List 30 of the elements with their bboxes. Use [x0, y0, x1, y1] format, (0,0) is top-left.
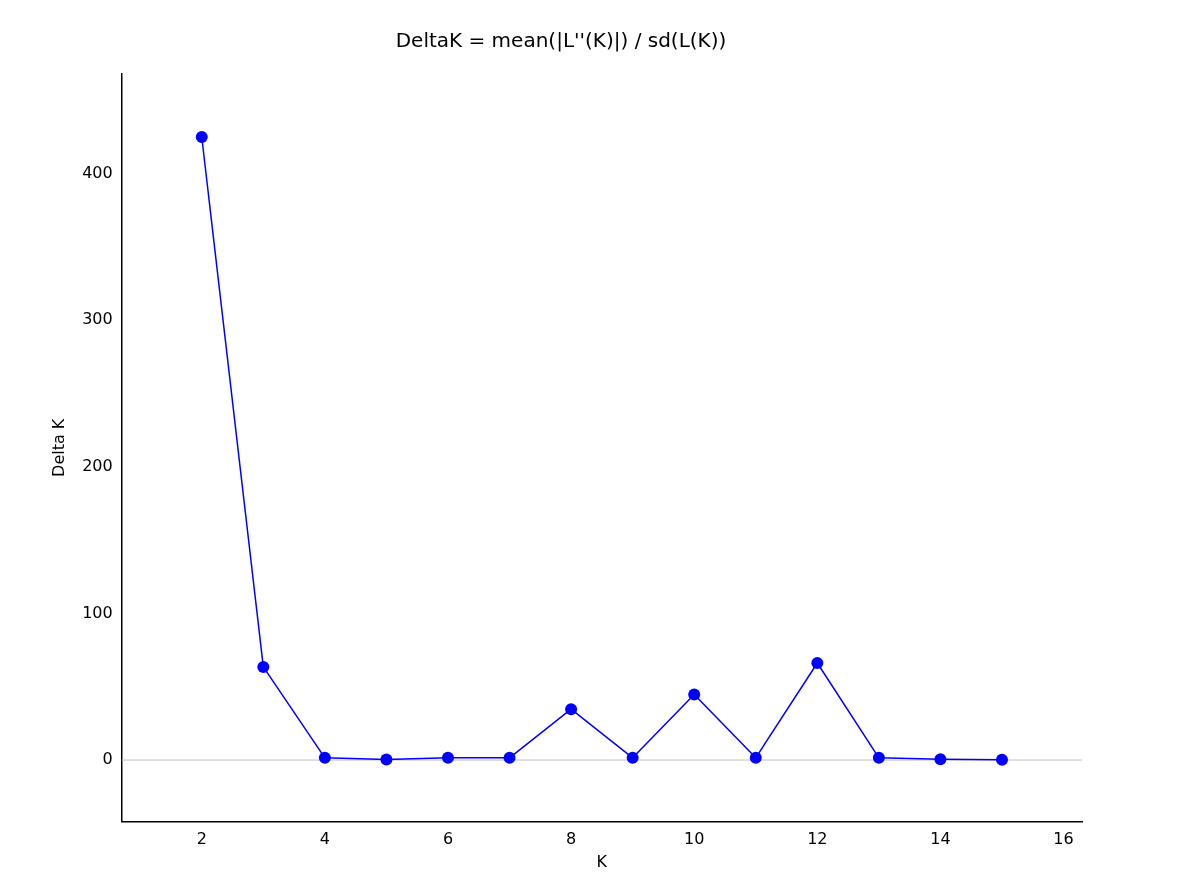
- x-tick-label: 6: [442, 829, 454, 849]
- point: [811, 656, 824, 669]
- point: [565, 703, 578, 716]
- point: [626, 751, 639, 764]
- point: [257, 660, 270, 673]
- y-tick-label: 200: [82, 456, 113, 476]
- point: [380, 753, 393, 766]
- x-tick-label: 10: [684, 829, 705, 849]
- x-tick-label: 14: [930, 829, 951, 849]
- point: [503, 751, 516, 764]
- point: [688, 688, 701, 701]
- point: [934, 753, 947, 766]
- x-axis-title: K: [596, 851, 608, 871]
- point: [441, 751, 454, 764]
- point: [995, 753, 1008, 766]
- x-tick-label: 16: [1053, 829, 1074, 849]
- y-tick-label: 300: [82, 309, 113, 329]
- y-tick-label: 0: [102, 749, 113, 769]
- y-tick-label: 100: [82, 602, 113, 622]
- x-tick-label: 8: [566, 829, 577, 849]
- point: [749, 751, 762, 764]
- y-axis-title: Delta K: [48, 418, 68, 477]
- point: [318, 751, 331, 764]
- x-tick-label: 12: [807, 829, 828, 849]
- point: [195, 131, 208, 144]
- chart-title: DeltaK = mean(|L''(K)|) / sd(L(K)): [395, 28, 727, 53]
- point: [872, 751, 885, 764]
- x-tick-label: 2: [196, 829, 207, 849]
- x-tick-label: 4: [319, 829, 330, 849]
- y-tick-label: 400: [82, 162, 113, 182]
